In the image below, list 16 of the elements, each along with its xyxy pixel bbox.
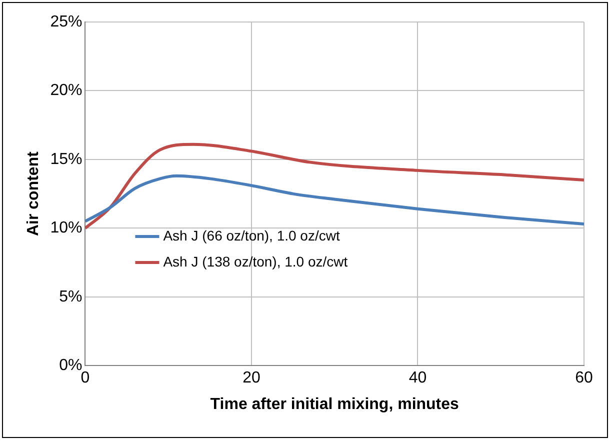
x-tick-label: 40 [408, 370, 427, 387]
x-tick-label: 20 [242, 370, 260, 387]
x-tick-label: 60 [575, 370, 593, 387]
y-tick-label: 5% [59, 288, 82, 306]
line-series [85, 174, 584, 226]
legend-label: Ash J (66 oz/ton), 1.0 oz/cwt [163, 227, 340, 244]
y-tick-label: 10% [50, 220, 82, 237]
x-tick-label: 0 [80, 370, 90, 387]
y-tick-label: 20% [50, 82, 82, 100]
y-tick-label: 25% [50, 13, 82, 30]
x-axis-title: Time after initial mixing, minutes [210, 396, 460, 413]
line-series [85, 142, 584, 230]
legend-label: Ash J (138 oz/ton), 1.0 oz/cwt [163, 253, 348, 270]
y-tick-label: 15% [50, 150, 82, 168]
y-axis-title: Air content [25, 150, 42, 236]
y-tick-label: 0% [59, 357, 82, 374]
